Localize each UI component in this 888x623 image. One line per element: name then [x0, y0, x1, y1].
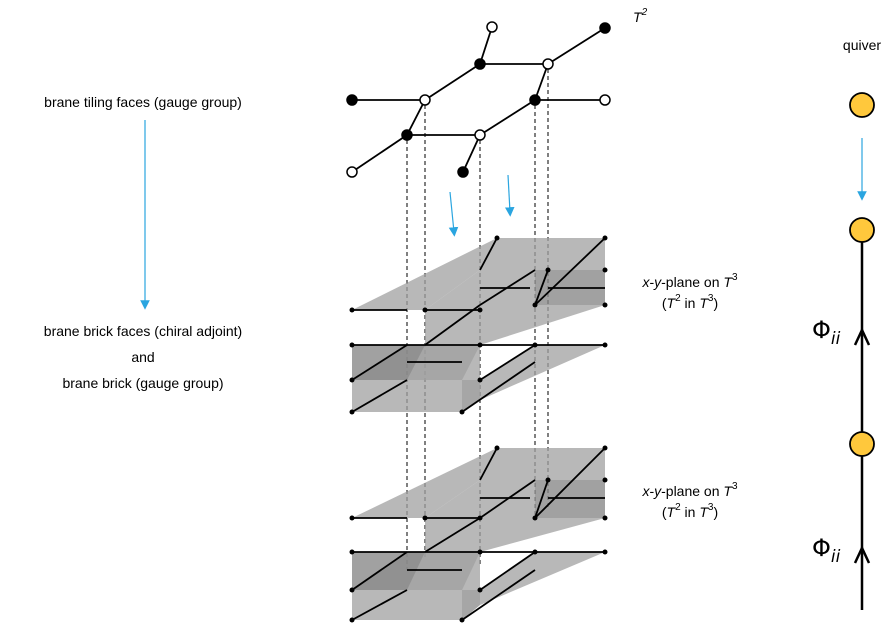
brick-gauge-label: brane brick (gauge group)	[62, 375, 223, 391]
brick-and-label: and	[131, 349, 154, 365]
brick-faces-label: brane brick faces (chiral adjoint)	[44, 323, 242, 339]
adjoint-label-1: Φii	[812, 316, 841, 349]
projection-arrow-2	[504, 174, 515, 217]
tiling-nodes	[346, 21, 611, 178]
torus-label: T2	[633, 7, 648, 25]
quiver-node-top	[849, 92, 875, 118]
quiver-arrowhead-1	[853, 327, 871, 346]
tiling-faces-label: brane tiling faces (gauge group)	[44, 94, 242, 110]
plane-label-1-line1: x-y-plane on T3	[641, 272, 738, 290]
projection-arrow-1	[448, 191, 459, 237]
plane-label-2-line1: x-y-plane on T3	[641, 481, 738, 499]
brane-tiling	[351, 26, 606, 173]
plane-label-1-line2: (T2 in T3)	[662, 293, 718, 311]
quiver-node-middle	[849, 217, 875, 243]
quiver-title: quiver	[843, 37, 881, 53]
quiver-node-bottom	[849, 431, 875, 457]
quiver-arrowhead-2	[853, 545, 871, 564]
brick-stack-2	[349, 445, 608, 623]
brick-stack-1	[349, 235, 608, 415]
plane-label-2-line2: (T2 in T3)	[662, 502, 718, 520]
adjoint-label-2: Φii	[812, 534, 841, 567]
